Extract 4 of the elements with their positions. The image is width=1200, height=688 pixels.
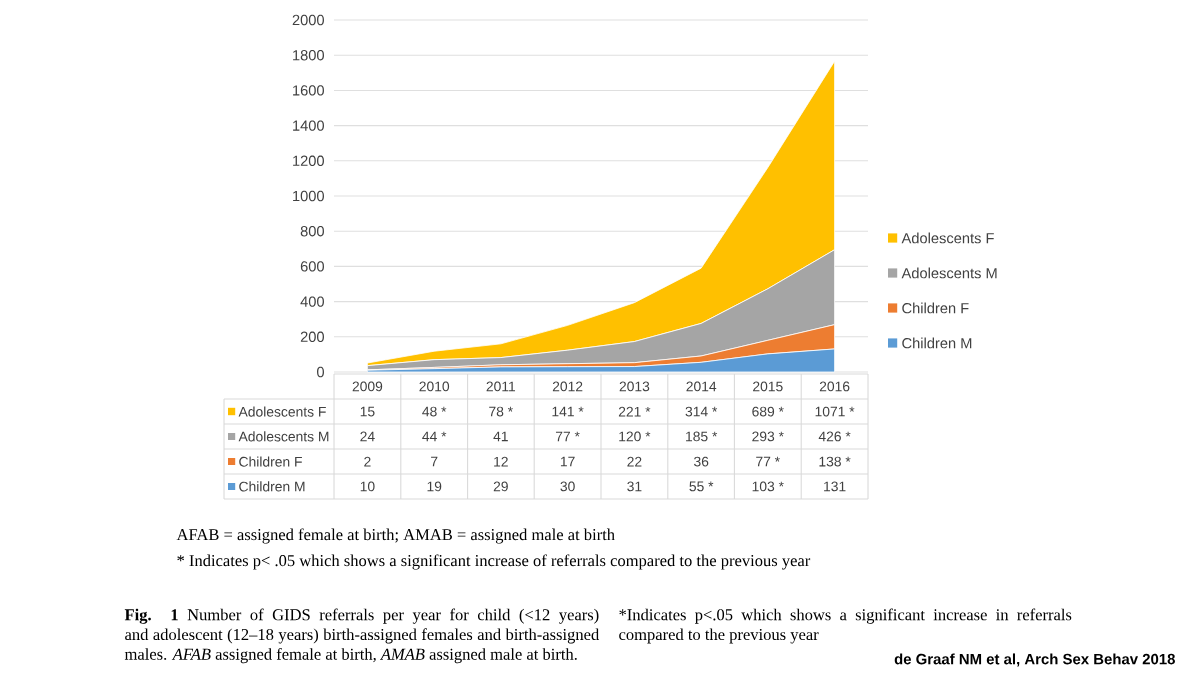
text: Fig. 1 Number of GIDS referrals per year for child (<12 years) and adolescent (12–18 years) birth-assigned females and birth-assigned males. AFAB assigned female at birth, AMAB assigned male at birth.: [124, 608, 600, 664]
text: * Indicates p< .05 which shows a significant increase of referrals compared to the previous year: [177, 554, 811, 570]
text: AFAB = assigned female at birth; AMAB = assigned male at birth: [176, 528, 615, 544]
text: *Indicates p<.05 which shows a significant increase in referrals compared to the previous year: [619, 608, 1072, 644]
